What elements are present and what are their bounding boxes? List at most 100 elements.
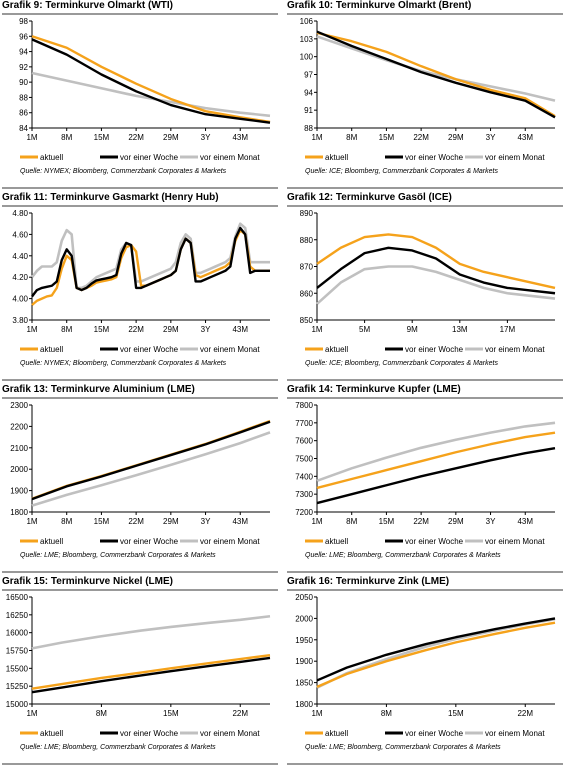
series-line <box>31 35 271 124</box>
y-tick-label: 2200 <box>10 422 28 431</box>
legend-label: aktuell <box>325 729 348 738</box>
title-rule <box>2 13 278 15</box>
x-tick-label: 8M <box>381 709 392 718</box>
series-line <box>316 621 556 688</box>
y-tick-label: 7700 <box>295 419 313 428</box>
y-tick-label: 15750 <box>6 647 29 656</box>
y-tick-label: 4.20 <box>12 273 28 282</box>
x-tick-label: 43M <box>232 325 248 334</box>
y-tick-label: 84 <box>19 124 28 133</box>
legend-label: vor einem Monat <box>200 153 260 162</box>
chart-number: Grafik 15: <box>2 576 49 587</box>
x-tick-label: 3Y <box>486 517 496 526</box>
x-tick-label: 43M <box>517 517 533 526</box>
chart-plot: 3.80 4.00 4.20 4.40 4.60 4.80 1M 8M 15M 22M 29M 3Y 4… <box>12 209 270 354</box>
chart-title: Grafik 13: Terminkurve Aluminium (LME) <box>2 384 278 396</box>
legend-label: aktuell <box>40 345 63 354</box>
series-line <box>316 421 556 483</box>
series-line <box>316 233 556 290</box>
legend-label: vor einer Woche <box>405 729 464 738</box>
bottom-rule <box>287 379 563 381</box>
bottom-rule <box>2 763 278 765</box>
y-tick-label: 880 <box>300 236 314 245</box>
y-tick-label: 94 <box>304 88 313 97</box>
legend-label: aktuell <box>325 537 348 546</box>
title-rule <box>2 589 278 591</box>
series-line <box>31 38 271 124</box>
chart-source: Quelle: NYMEX; Bloomberg, Commerzbank Co… <box>20 360 227 367</box>
x-tick-label: 1M <box>26 517 37 526</box>
y-tick-label: 890 <box>300 209 314 218</box>
x-tick-label: 22M <box>128 325 144 334</box>
chart-title: Grafik 14: Terminkurve Kupfer (LME) <box>287 384 563 396</box>
x-tick-label: 22M <box>517 709 533 718</box>
x-tick-label: 8M <box>61 133 72 142</box>
chart-panel-aluminium: Grafik 13: Terminkurve Aluminium (LME) 1… <box>2 384 278 575</box>
x-tick-label: 3Y <box>201 325 211 334</box>
legend-label: vor einer Woche <box>120 345 179 354</box>
legend-label: aktuell <box>40 537 63 546</box>
legend-label: vor einem Monat <box>485 729 545 738</box>
x-tick-label: 1M <box>26 325 37 334</box>
series-line <box>31 420 271 501</box>
y-tick-label: 1950 <box>295 636 313 645</box>
x-tick-label: 3Y <box>486 133 496 142</box>
x-tick-label: 5M <box>359 325 370 334</box>
y-tick-label: 2050 <box>295 593 313 602</box>
legend-label: aktuell <box>40 153 63 162</box>
y-tick-label: 103 <box>300 35 314 44</box>
x-tick-label: 15M <box>94 517 110 526</box>
y-tick-label: 860 <box>300 289 314 298</box>
chart-plot: 88 91 94 97 100 103 106 1M 8M 15M 22M 29M 3Y 43M aktue… <box>300 17 556 162</box>
y-tick-label: 100 <box>300 53 314 62</box>
y-tick-label: 7800 <box>295 401 313 410</box>
y-tick-label: 1900 <box>295 657 313 666</box>
chart-title-text: Terminkurve Aluminium (LME) <box>50 384 195 395</box>
series-line <box>316 35 556 102</box>
x-tick-label: 43M <box>232 133 248 142</box>
y-tick-label: 3.80 <box>12 316 28 325</box>
chart-title: Grafik 15: Terminkurve Nickel (LME) <box>2 576 278 588</box>
bottom-rule <box>287 763 563 765</box>
x-tick-label: 29M <box>448 133 464 142</box>
legend-label: aktuell <box>325 153 348 162</box>
x-tick-label: 15M <box>379 133 395 142</box>
chart-source: Quelle: LME; Bloomberg, Commerzbank Corp… <box>20 744 216 751</box>
chart-panel-zink: Grafik 16: Terminkurve Zink (LME) 1800 18… <box>287 576 563 767</box>
y-tick-label: 2100 <box>10 444 28 453</box>
title-rule <box>287 589 563 591</box>
chart-plot: 84 86 88 90 92 94 96 98 1M 8M 15M 22M 29M 3Y 43M aktuel… <box>19 17 271 162</box>
chart-source: Quelle: LME; Bloomberg, Commerzbank Corp… <box>305 552 501 559</box>
y-tick-label: 96 <box>19 32 28 41</box>
legend-label: vor einem Monat <box>485 345 545 354</box>
series-line <box>31 653 271 690</box>
series-line <box>31 226 270 298</box>
y-tick-label: 1900 <box>10 487 28 496</box>
x-tick-label: 43M <box>517 133 533 142</box>
x-tick-label: 15M <box>448 709 464 718</box>
x-tick-label: 13M <box>452 325 468 334</box>
x-tick-label: 29M <box>163 325 179 334</box>
y-tick-label: 91 <box>304 106 313 115</box>
y-tick-label: 88 <box>304 124 313 133</box>
y-tick-label: 7300 <box>295 490 313 499</box>
y-tick-label: 88 <box>19 93 28 102</box>
y-tick-label: 15500 <box>6 664 29 673</box>
x-tick-label: 17M <box>500 325 516 334</box>
chart-panel-kupfer: Grafik 14: Terminkurve Kupfer (LME) 7200… <box>287 384 563 575</box>
x-tick-label: 15M <box>94 133 110 142</box>
legend-label: vor einem Monat <box>200 345 260 354</box>
series-line <box>31 614 271 650</box>
y-tick-label: 97 <box>304 71 313 80</box>
x-tick-label: 8M <box>61 325 72 334</box>
chart-number: Grafik 13: <box>2 384 49 395</box>
y-tick-label: 1800 <box>295 700 313 709</box>
series-line <box>316 30 556 119</box>
series-line <box>316 265 556 305</box>
y-tick-label: 4.60 <box>12 230 28 239</box>
chart-number: Grafik 11: <box>2 192 48 203</box>
y-tick-label: 1850 <box>295 679 313 688</box>
series-line <box>316 617 556 682</box>
x-tick-label: 1M <box>311 517 322 526</box>
y-tick-label: 92 <box>19 63 28 72</box>
